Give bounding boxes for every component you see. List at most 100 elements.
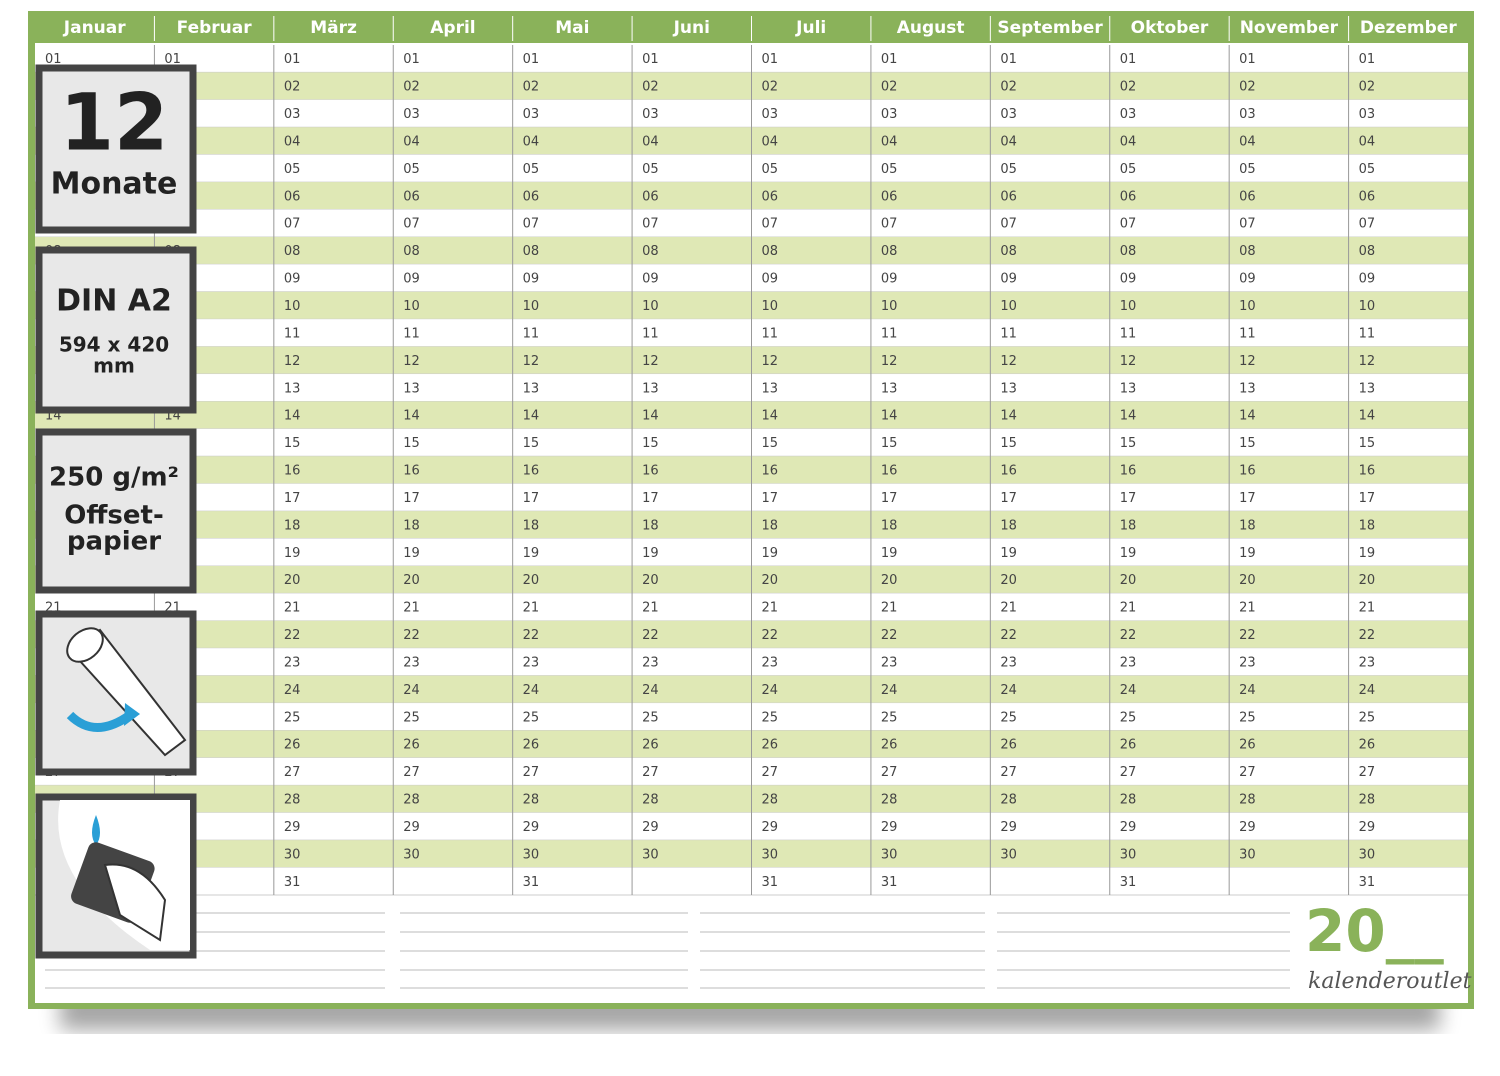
day-number: 10 (1239, 299, 1256, 314)
grid: Januar0102030405060708091011121314151617… (35, 16, 1468, 896)
badge-text: Monate (51, 167, 178, 202)
day-number: 22 (284, 628, 301, 643)
day-number: 10 (642, 299, 659, 314)
day-number: 24 (1239, 683, 1256, 698)
day-number: 28 (762, 793, 779, 808)
day-number: 03 (642, 107, 659, 122)
day-number: 01 (642, 52, 659, 67)
day-number: 05 (523, 162, 540, 177)
day-number: 28 (642, 793, 659, 808)
day-number: 23 (403, 655, 420, 670)
day-number: 01 (403, 52, 420, 67)
day-number: 08 (1239, 244, 1256, 259)
day-number: 28 (403, 793, 420, 808)
day-number: 18 (1359, 518, 1376, 533)
day-number: 24 (1000, 683, 1017, 698)
day-number: 25 (1359, 710, 1376, 725)
day-number: 02 (881, 80, 898, 95)
day-number: 08 (284, 244, 301, 259)
day-number: 27 (1359, 765, 1376, 780)
day-number: 07 (1239, 217, 1256, 232)
day-number: 17 (881, 491, 898, 506)
day-number: 14 (523, 409, 540, 424)
day-number: 11 (1000, 326, 1017, 341)
badge-text: papier (67, 527, 161, 557)
day-number: 09 (1000, 272, 1017, 287)
day-number: 06 (1359, 189, 1376, 204)
badge-box (35, 64, 197, 234)
day-number: 10 (1120, 299, 1137, 314)
day-number: 29 (284, 820, 301, 835)
day-number: 22 (1239, 628, 1256, 643)
day-number: 30 (642, 847, 659, 862)
day-number: 31 (762, 875, 779, 890)
day-number: 25 (1000, 710, 1017, 725)
day-number: 19 (762, 546, 779, 561)
month-header: Februar (177, 18, 253, 38)
day-number: 22 (642, 628, 659, 643)
day-number: 09 (523, 272, 540, 287)
day-number: 19 (881, 546, 898, 561)
day-number: 31 (1120, 875, 1137, 890)
day-number: 26 (1359, 738, 1376, 753)
day-number: 16 (1359, 464, 1376, 479)
day-number: 29 (762, 820, 779, 835)
day-number: 22 (1359, 628, 1376, 643)
day-number: 18 (1000, 518, 1017, 533)
day-number: 10 (523, 299, 540, 314)
day-number: 30 (1239, 847, 1256, 862)
day-number: 04 (284, 134, 301, 149)
day-number: 25 (403, 710, 420, 725)
badge-text: 12 (60, 78, 169, 168)
month-header: August (897, 18, 965, 38)
day-number: 06 (881, 189, 898, 204)
day-number: 14 (1359, 409, 1376, 424)
day-number: 02 (1239, 80, 1256, 95)
day-number: 11 (762, 326, 779, 341)
day-number: 12 (1239, 354, 1256, 369)
day-number: 02 (642, 80, 659, 95)
day-number: 11 (403, 326, 420, 341)
day-number: 05 (1120, 162, 1137, 177)
day-number: 03 (881, 107, 898, 122)
day-number: 06 (1120, 189, 1137, 204)
day-number: 17 (403, 491, 420, 506)
badge-text: 250 g/m² (49, 463, 179, 493)
day-number: 08 (1359, 244, 1376, 259)
day-number: 19 (403, 546, 420, 561)
day-number: 01 (45, 52, 62, 67)
day-number: 18 (523, 518, 540, 533)
day-number: 14 (1239, 409, 1256, 424)
day-number: 28 (1239, 793, 1256, 808)
day-number: 27 (1120, 765, 1137, 780)
day-number: 12 (523, 354, 540, 369)
day-number: 25 (881, 710, 898, 725)
day-number: 29 (1000, 820, 1017, 835)
day-number: 03 (284, 107, 301, 122)
day-number: 03 (1359, 107, 1376, 122)
day-number: 11 (1239, 326, 1256, 341)
day-number: 26 (403, 738, 420, 753)
day-number: 02 (403, 80, 420, 95)
day-number: 10 (403, 299, 420, 314)
day-number: 26 (762, 738, 779, 753)
day-number: 13 (1120, 381, 1137, 396)
day-number: 31 (881, 875, 898, 890)
day-number: 18 (762, 518, 779, 533)
day-number: 22 (762, 628, 779, 643)
day-number: 28 (284, 793, 301, 808)
day-number: 23 (1359, 655, 1376, 670)
day-number: 23 (284, 655, 301, 670)
day-number: 04 (881, 134, 898, 149)
day-number: 14 (642, 409, 659, 424)
day-number: 27 (1000, 765, 1017, 780)
day-number: 03 (762, 107, 779, 122)
day-number: 07 (1120, 217, 1137, 232)
day-number: 11 (284, 326, 301, 341)
day-number: 04 (1359, 134, 1376, 149)
day-number: 30 (762, 847, 779, 862)
day-number: 02 (1000, 80, 1017, 95)
day-number: 10 (1000, 299, 1017, 314)
day-number: 20 (1239, 573, 1256, 588)
day-number: 12 (1120, 354, 1137, 369)
